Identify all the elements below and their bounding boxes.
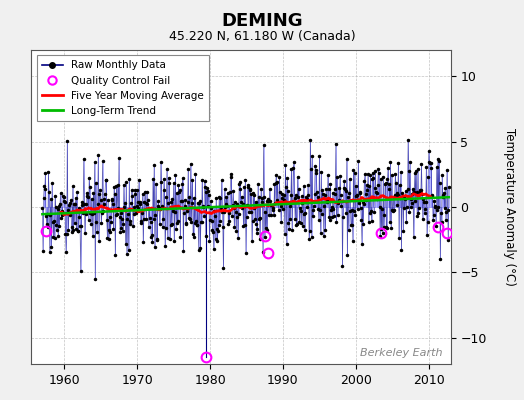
Text: DEMING: DEMING (221, 12, 303, 30)
Text: 45.220 N, 61.180 W (Canada): 45.220 N, 61.180 W (Canada) (169, 30, 355, 43)
Legend: Raw Monthly Data, Quality Control Fail, Five Year Moving Average, Long-Term Tren: Raw Monthly Data, Quality Control Fail, … (37, 55, 209, 121)
Y-axis label: Temperature Anomaly (°C): Temperature Anomaly (°C) (504, 128, 517, 286)
Text: Berkeley Earth: Berkeley Earth (360, 348, 442, 358)
